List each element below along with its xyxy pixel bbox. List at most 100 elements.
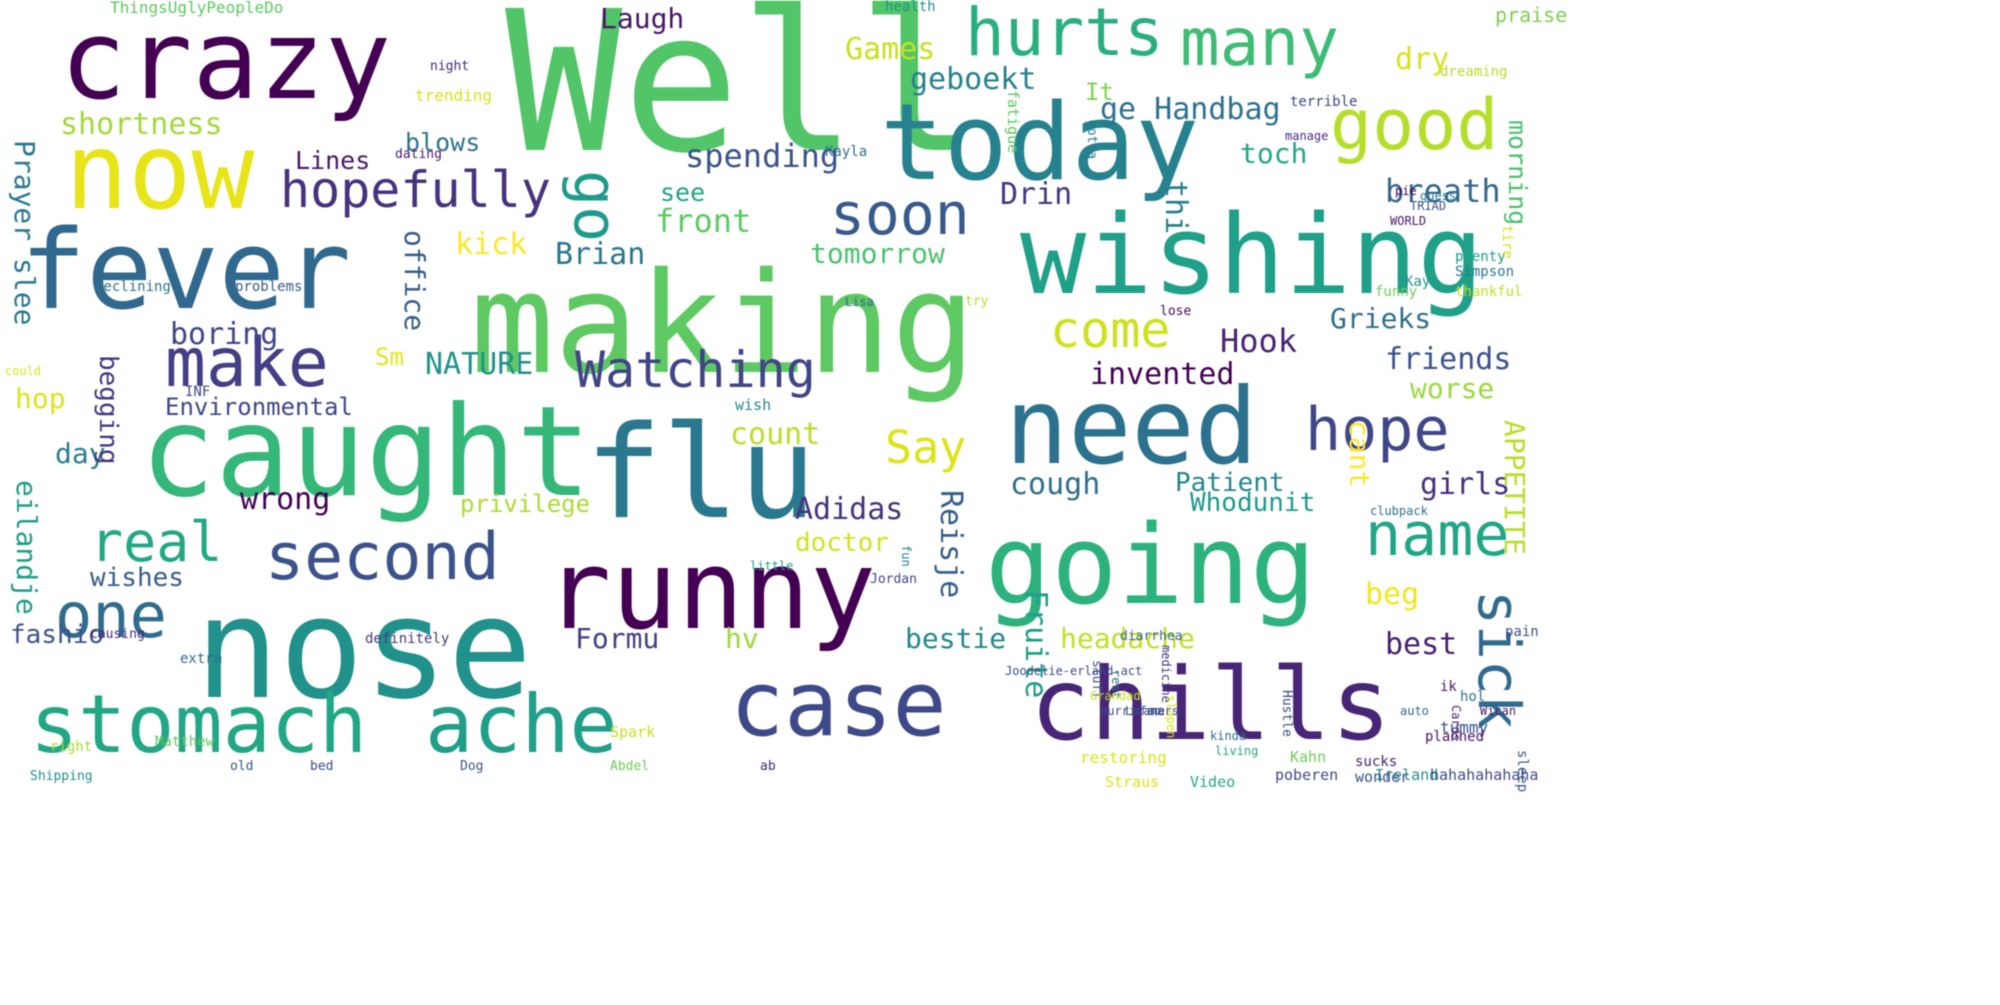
cloud-word: bestie <box>905 622 1007 655</box>
cloud-word: Straus <box>1105 773 1160 791</box>
cloud-word: worse <box>1410 372 1495 405</box>
cloud-word: go <box>560 170 630 243</box>
cloud-word: ThingsUglyPeopleDo <box>110 0 284 17</box>
cloud-word: one <box>55 579 167 652</box>
cloud-word: Games <box>845 32 936 67</box>
cloud-word: Cards <box>1449 705 1463 742</box>
cloud-word: Matthew <box>155 734 215 750</box>
cloud-word: wrong <box>240 482 331 517</box>
cloud-word: beg <box>1365 577 1420 612</box>
cloud-word: pain <box>1505 624 1539 640</box>
cloud-word: pie <box>1395 184 1417 198</box>
cloud-word: Sm <box>375 343 404 371</box>
cloud-word: Formu <box>575 622 660 655</box>
cloud-word: Jordan <box>870 572 917 587</box>
cloud-word: front <box>655 202 752 240</box>
cloud-word: stomach <box>30 678 368 771</box>
cloud-word: spending <box>685 137 840 175</box>
cloud-word: Adidas <box>795 492 904 527</box>
cloud-word: lose <box>1160 304 1192 319</box>
cloud-word: living <box>1215 744 1259 758</box>
cloud-word: TRIAD <box>1410 199 1447 213</box>
cloud-word: wishes <box>90 563 184 593</box>
cloud-word: fashio <box>10 620 104 650</box>
cloud-word: right <box>50 739 93 755</box>
cloud-word: old <box>230 759 254 774</box>
cloud-word: best <box>1385 627 1458 662</box>
cloud-word: clubpack <box>1370 504 1428 518</box>
cloud-word: today <box>880 81 1200 204</box>
cloud-word: Hurricane <box>1100 704 1166 718</box>
cloud-word: Grandad <box>1090 689 1141 703</box>
cloud-word: try <box>965 294 989 309</box>
cloud-word: tummy <box>1440 718 1489 737</box>
cloud-word: hahahahahaha <box>1430 766 1539 784</box>
cloud-word: Wican <box>1480 704 1517 718</box>
cloud-word: dry <box>1395 42 1450 77</box>
cloud-word: morning <box>1503 120 1532 226</box>
cloud-word: little <box>750 559 794 573</box>
cloud-word: blows <box>405 128 481 157</box>
cloud-word: make <box>165 324 329 403</box>
cloud-word: Lines <box>295 146 371 175</box>
cloud-word: now <box>65 111 255 233</box>
cloud-word: definitely <box>365 631 450 647</box>
cloud-word: many <box>1180 4 1339 81</box>
cloud-word: Drin <box>1000 177 1073 212</box>
cloud-word: Ireland <box>1375 766 1439 784</box>
cloud-word: Hook <box>1220 322 1298 360</box>
cloud-word: nose <box>195 568 533 731</box>
cloud-word: terrible <box>1290 94 1358 110</box>
cloud-word: Kay <box>1405 274 1431 290</box>
cloud-word: breath <box>1385 172 1501 210</box>
cloud-word: It <box>1085 78 1114 106</box>
cloud-word: invented <box>1090 357 1235 392</box>
cloud-word: hv <box>725 622 759 655</box>
cloud-word: toch <box>1240 137 1308 170</box>
cloud-word: fatigue <box>1004 90 1022 154</box>
cloud-word: making <box>470 243 976 406</box>
cloud-word: flu <box>585 399 817 548</box>
cloud-word: hurts <box>965 0 1164 71</box>
cloud-word: need <box>1005 366 1258 488</box>
cloud-word: bed <box>310 759 334 774</box>
cloud-word: Fruite <box>1018 590 1053 699</box>
cloud-word: good <box>1330 84 1499 166</box>
cloud-word: Kahn <box>1290 748 1327 766</box>
cloud-word: soon <box>830 180 970 248</box>
cloud-word: Abdel <box>610 759 650 774</box>
cloud-word: auto <box>1400 704 1429 718</box>
cloud-word: extra <box>180 651 223 667</box>
cloud-word: name <box>1365 500 1510 570</box>
cloud-word: geboekt <box>910 62 1037 97</box>
cloud-word: Whodunit <box>1190 488 1316 518</box>
cloud-word: headache <box>1060 622 1195 655</box>
cloud-word: begging <box>93 355 123 465</box>
cloud-word: dreaming <box>1440 64 1508 80</box>
cloud-word: INF <box>185 384 211 400</box>
cloud-word: night <box>430 59 470 74</box>
cloud-word: ge Handbag <box>1100 92 1281 127</box>
cloud-word: case <box>730 652 947 757</box>
cloud-word: Patient <box>1175 468 1285 498</box>
cloud-word: caught <box>140 380 592 525</box>
cloud-word: office <box>398 230 431 332</box>
cloud-word: chills <box>1030 646 1392 763</box>
cloud-word: Hustle <box>1279 690 1294 737</box>
cloud-word: Grieks <box>1330 302 1432 335</box>
cloud-word: boring <box>170 317 279 352</box>
cloud-word: wishing <box>1020 191 1484 319</box>
cloud-word: Reisje <box>933 490 968 599</box>
cloud-word: hop <box>15 382 66 415</box>
cloud-word: trending <box>415 86 493 105</box>
cloud-word: problems <box>235 279 303 295</box>
cloud-word: Simpson <box>1455 264 1515 280</box>
cloud-word: mars <box>1150 704 1179 718</box>
cloud-word: shortness <box>60 107 223 142</box>
cloud-word: Spark <box>610 723 656 741</box>
cloud-word: guess <box>1420 189 1457 203</box>
cloud-word: Lmfao <box>1125 704 1162 718</box>
cloud-word: Well <box>505 0 975 196</box>
cloud-word: declining <box>95 279 171 295</box>
cloud-word: hol <box>1460 689 1486 705</box>
